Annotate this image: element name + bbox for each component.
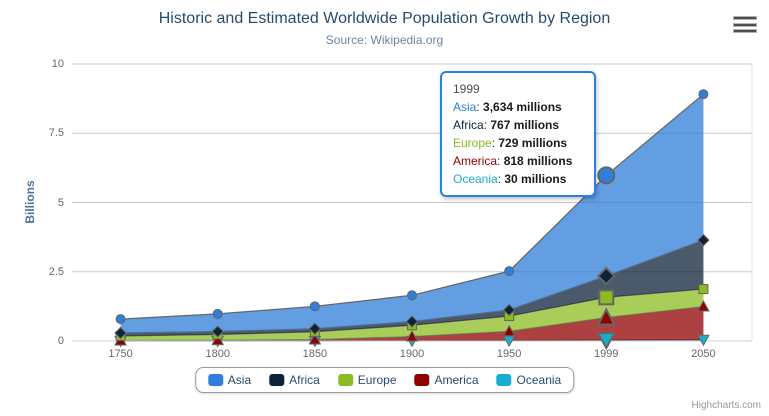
legend-item-america[interactable]: America — [414, 373, 479, 387]
series-area-africa — [120, 240, 704, 336]
data-point-marker-america-1900[interactable] — [405, 329, 419, 342]
data-point-marker-america-2050[interactable] — [697, 299, 710, 312]
legend-swatch-icon — [496, 374, 512, 386]
data-point-marker-asia-1800[interactable] — [212, 308, 223, 319]
legend-item-oceania[interactable]: Oceania — [496, 373, 562, 387]
legend-item-europe[interactable]: Europe — [337, 373, 397, 387]
legend-swatch-icon — [207, 374, 223, 386]
legend-swatch-icon — [269, 374, 285, 386]
x-axis-tick-label: 1950 — [496, 348, 522, 360]
x-axis-tick-label: 1800 — [205, 348, 230, 360]
x-axis-tick-label: 1850 — [302, 348, 328, 360]
data-point-marker-europe-2050[interactable] — [698, 284, 709, 295]
chart-title: Historic and Estimated Worldwide Populat… — [158, 10, 611, 27]
legend-label: Europe — [357, 373, 397, 387]
y-axis-tick-label: 5 — [57, 196, 64, 209]
legend-label: Asia — [227, 373, 252, 387]
data-point-marker-america-1800[interactable] — [211, 333, 225, 346]
legend: Asia Africa Europe America Oceania — [194, 367, 575, 393]
credits-link[interactable]: Highcharts.com — [691, 400, 761, 411]
data-point-marker-africa-1800[interactable] — [211, 325, 224, 338]
data-point-marker-oceania-2050[interactable] — [697, 334, 710, 347]
data-point-marker-asia-1950[interactable] — [504, 266, 515, 277]
y-axis-tick-label: 10 — [51, 58, 64, 70]
data-point-marker-america-1999[interactable] — [596, 307, 616, 326]
data-point-marker-africa-1850[interactable] — [308, 322, 322, 335]
x-axis-tick-label: 2050 — [691, 348, 716, 360]
data-point-marker-oceania-1999[interactable] — [596, 332, 616, 351]
y-axis-title: Billions — [23, 180, 37, 224]
data-point-marker-america-1950[interactable] — [502, 324, 516, 337]
y-axis-tick-label: 0 — [57, 335, 64, 347]
data-point-marker-asia-1850[interactable] — [309, 301, 320, 312]
legend-label: Oceania — [516, 373, 562, 387]
data-point-marker-africa-1950[interactable] — [502, 303, 516, 317]
legend-swatch-icon — [337, 374, 353, 386]
chart-subtitle: Source: Wikipedia.org — [325, 33, 444, 47]
data-point-marker-africa-1750[interactable] — [114, 326, 127, 340]
data-point-marker-asia-1750[interactable] — [115, 314, 126, 325]
data-point-marker-asia-2050[interactable] — [698, 89, 709, 100]
y-axis-tick-label: 2.5 — [48, 265, 64, 278]
legend-swatch-icon — [414, 374, 430, 386]
export-menu-button[interactable] — [733, 16, 757, 33]
hamburger-icon — [733, 22, 757, 27]
legend-label: Africa — [289, 373, 320, 387]
x-axis-tick-label: 1999 — [594, 348, 619, 360]
x-axis-tick-label: 1750 — [108, 348, 133, 360]
hamburger-icon — [733, 16, 757, 20]
y-axis-tick-label: 7.5 — [48, 127, 64, 140]
data-point-marker-africa-1900[interactable] — [405, 315, 419, 328]
legend-item-africa[interactable]: Africa — [269, 373, 320, 387]
data-point-marker-asia-1900[interactable] — [407, 290, 417, 301]
data-point-marker-asia-1999[interactable] — [597, 166, 616, 185]
legend-item-asia[interactable]: Asia — [207, 373, 252, 387]
data-point-marker-europe-1999[interactable] — [598, 289, 615, 306]
data-point-marker-africa-2050[interactable] — [697, 233, 710, 247]
x-axis-tick-label: 1900 — [399, 348, 425, 360]
series-area-america — [120, 306, 704, 341]
series-area-asia — [120, 94, 704, 333]
legend-label: America — [434, 373, 479, 387]
data-point-marker-africa-1999[interactable] — [596, 266, 616, 286]
data-point-marker-america-1850[interactable] — [308, 332, 322, 345]
hamburger-icon — [733, 29, 757, 33]
